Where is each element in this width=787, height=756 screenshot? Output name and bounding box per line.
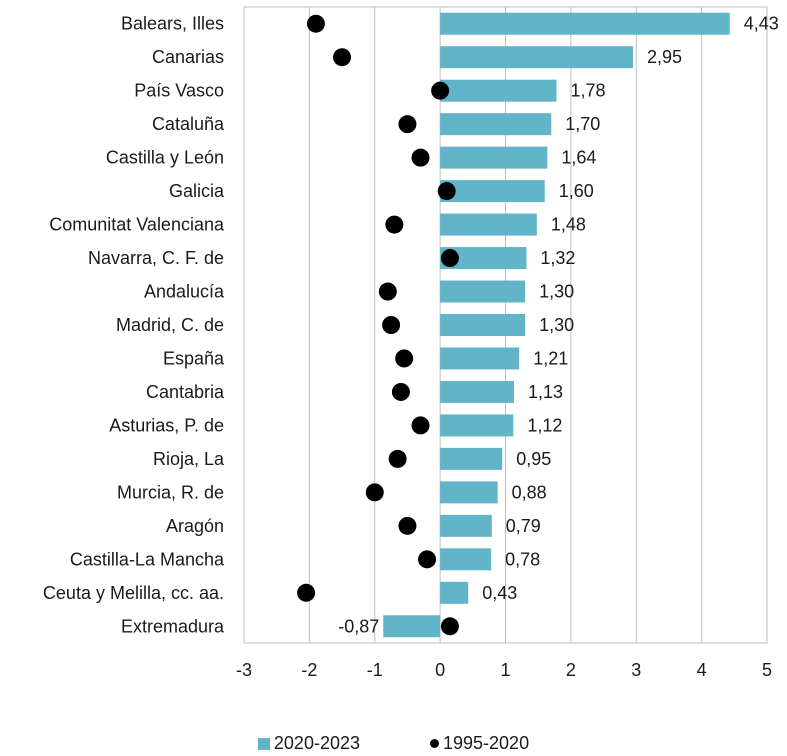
x-tick-label: 4 xyxy=(697,660,707,680)
legend-label-dots: 1995-2020 xyxy=(443,733,530,753)
dot-point xyxy=(440,249,459,268)
bar xyxy=(440,548,492,571)
bar xyxy=(440,514,492,537)
category-label: Andalucía xyxy=(144,282,225,302)
x-tick-label: -1 xyxy=(367,660,383,680)
bar xyxy=(440,79,557,102)
legend-swatch-bars xyxy=(257,737,270,750)
dot-point xyxy=(411,416,430,435)
bar xyxy=(440,347,520,370)
category-label: Madrid, C. de xyxy=(116,315,224,335)
labels-layer: -3 -2 -1 0 1 2 3 4 5 Balears, Illes 4,43 Canarias 2,… xyxy=(43,14,779,680)
category-label: Extremadura xyxy=(121,616,225,636)
legend-item-bars: 2020-2023 xyxy=(257,733,360,754)
category-label: Castilla-La Mancha xyxy=(70,549,225,569)
bar xyxy=(440,113,552,136)
category-label: Ceuta y Melilla, cc. aa. xyxy=(43,583,224,603)
data-label: 0,88 xyxy=(512,482,547,502)
category-label: Murcia, R. de xyxy=(117,482,224,502)
data-label: 4,43 xyxy=(744,14,779,34)
x-tick-label: -3 xyxy=(236,660,252,680)
data-label: 1,21 xyxy=(533,348,568,368)
dot-point xyxy=(378,282,397,301)
bar xyxy=(440,481,498,504)
x-tick-label: 1 xyxy=(500,660,510,680)
legend-item-dots: 1995-2020 xyxy=(430,733,529,754)
data-label: 1,70 xyxy=(565,114,600,134)
dot-point xyxy=(398,516,417,535)
bar xyxy=(440,414,514,437)
bar xyxy=(440,314,526,336)
dot-point xyxy=(306,14,325,33)
category-label: Balears, Illes xyxy=(121,14,224,34)
data-label: 2,95 xyxy=(647,47,682,67)
category-label: España xyxy=(163,348,225,368)
category-label: Castilla y León xyxy=(106,148,224,168)
dot-point xyxy=(297,583,316,602)
bar xyxy=(440,46,633,69)
category-label: Comunitat Valenciana xyxy=(49,215,225,235)
data-label: 1,12 xyxy=(527,415,562,435)
dot-point xyxy=(437,182,456,201)
dot-point xyxy=(411,148,430,167)
x-tick-label: 0 xyxy=(435,660,445,680)
x-tick-label: 3 xyxy=(631,660,641,680)
data-label: 0,43 xyxy=(482,583,517,603)
dot-point xyxy=(333,48,352,67)
bar xyxy=(440,280,526,303)
category-label: Cantabria xyxy=(146,382,225,402)
bar xyxy=(440,180,545,203)
chart-svg: -3 -2 -1 0 1 2 3 4 5 Balears, Illes 4,43 Canarias 2,… xyxy=(43,6,779,680)
data-label: 1,48 xyxy=(551,215,586,235)
grid-layer xyxy=(243,6,768,644)
dot-point xyxy=(395,349,414,368)
x-tick-label: 5 xyxy=(762,660,772,680)
category-label: Galicia xyxy=(169,181,225,201)
dot-point xyxy=(398,115,417,134)
bar xyxy=(440,380,514,403)
dot-point xyxy=(431,81,450,100)
data-label: -0,87 xyxy=(338,616,379,636)
dot-point xyxy=(365,483,384,502)
data-label: 1,30 xyxy=(539,315,574,335)
legend: 2020-2023 1995-2020 xyxy=(0,733,787,754)
category-label: Navarra, C. F. de xyxy=(88,248,224,268)
data-label: 1,78 xyxy=(570,81,605,101)
legend-label-bars: 2020-2023 xyxy=(273,733,360,753)
category-label: Aragón xyxy=(166,516,224,536)
dot-point xyxy=(391,382,410,401)
legend-swatch-dots xyxy=(430,739,439,748)
bar xyxy=(440,146,548,169)
data-label: 1,30 xyxy=(539,282,574,302)
bar xyxy=(383,615,441,638)
data-label: 1,60 xyxy=(559,181,594,201)
data-label: 1,13 xyxy=(528,382,563,402)
dot-point xyxy=(440,617,459,636)
x-tick-label: -2 xyxy=(301,660,317,680)
dot-point xyxy=(388,449,407,468)
category-label: Cataluña xyxy=(152,114,225,134)
dot-point xyxy=(385,215,404,234)
bar xyxy=(440,12,730,35)
data-label: 0,79 xyxy=(506,516,541,536)
x-tick-label: 2 xyxy=(566,660,576,680)
bar xyxy=(440,247,527,270)
data-label: 0,95 xyxy=(516,449,551,469)
data-label: 0,78 xyxy=(505,549,540,569)
bar xyxy=(440,213,537,236)
data-label: 1,32 xyxy=(540,248,575,268)
bar xyxy=(440,447,503,470)
bars-layer xyxy=(383,12,730,638)
category-label: Canarias xyxy=(152,47,224,67)
data-label: 1,64 xyxy=(561,148,596,168)
category-label: Rioja, La xyxy=(153,449,225,469)
dot-point xyxy=(418,550,437,569)
dot-point xyxy=(382,316,401,334)
category-label: País Vasco xyxy=(134,81,224,101)
bar xyxy=(440,581,469,604)
category-label: Asturias, P. de xyxy=(109,415,224,435)
dots-layer xyxy=(297,14,459,636)
